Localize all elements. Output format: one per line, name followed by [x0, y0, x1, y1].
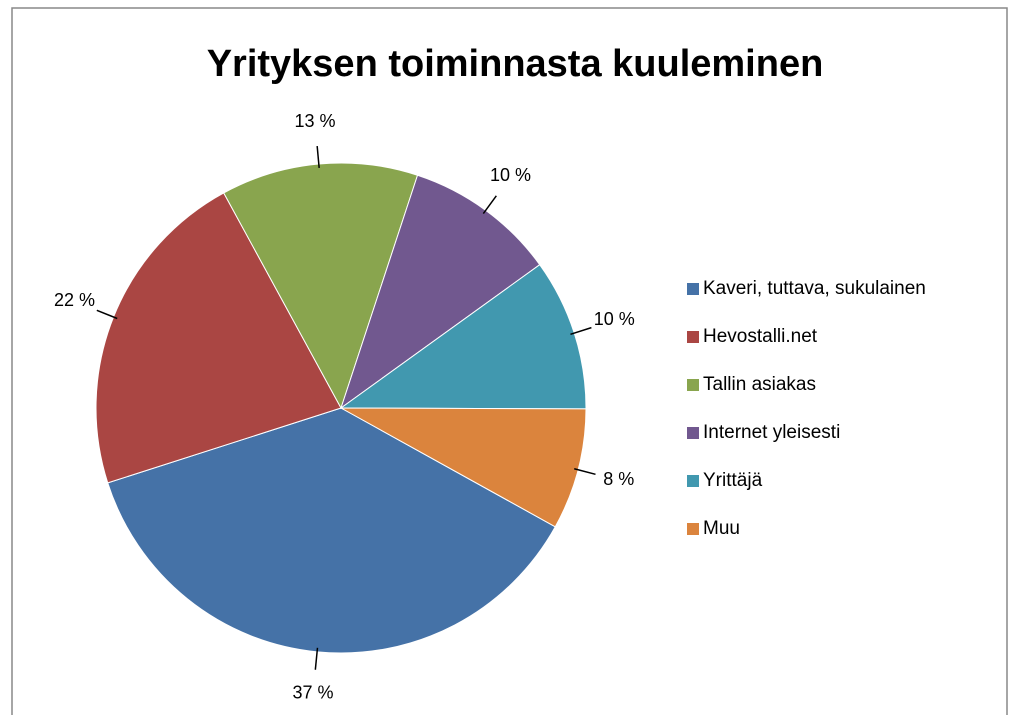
leader-line: [316, 146, 320, 169]
data-label: 10 %: [594, 309, 635, 329]
legend-label: Yrittäjä: [703, 470, 763, 491]
data-label: 8 %: [603, 469, 634, 489]
legend-swatch: [687, 283, 699, 295]
legend-swatch: [687, 427, 699, 439]
legend-label: Kaveri, tuttava, sukulainen: [703, 278, 926, 299]
leader-line: [574, 468, 596, 476]
data-label: 10 %: [490, 165, 531, 185]
legend-label: Internet yleisesti: [703, 422, 840, 443]
legend-swatch: [687, 523, 699, 535]
legend-swatch: [687, 379, 699, 391]
leader-line: [314, 647, 319, 670]
leader-line: [482, 195, 497, 214]
legend-label: Hevostalli.net: [703, 326, 818, 347]
legend-label: Muu: [703, 518, 740, 539]
leader-line: [96, 309, 118, 320]
legend-swatch: [687, 475, 699, 487]
legend-label: Tallin asiakas: [703, 374, 816, 395]
data-label: 22 %: [54, 290, 95, 310]
legend-swatch: [687, 331, 699, 343]
data-label: 37 %: [292, 682, 333, 702]
data-label: 13 %: [294, 111, 335, 131]
leader-line: [570, 326, 592, 336]
chart-title: Yrityksen toiminnasta kuuleminen: [207, 43, 824, 85]
